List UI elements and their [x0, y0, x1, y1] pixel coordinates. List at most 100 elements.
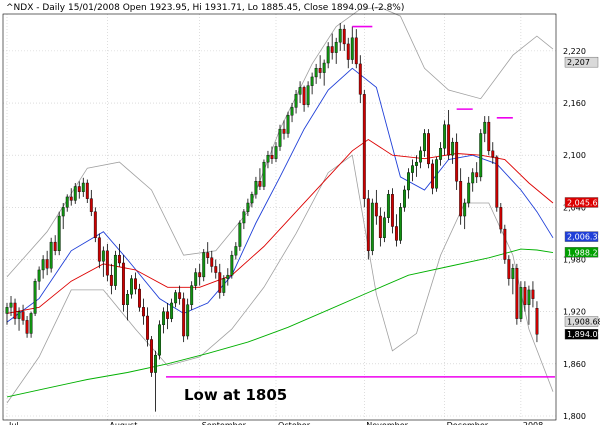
candle-body: [278, 128, 282, 147]
candle-body: [310, 76, 314, 86]
annotation-markers: [166, 25, 555, 378]
candle-body: [531, 289, 535, 299]
candle-body: [121, 262, 125, 305]
candle-body: [13, 302, 17, 319]
candle-body: [479, 133, 483, 178]
candle-body: [214, 266, 218, 273]
candle-body: [21, 311, 25, 321]
y-tick-label: 1,980: [563, 256, 586, 265]
candle-body: [97, 237, 101, 262]
candle-body: [298, 87, 302, 95]
candle-body: [81, 182, 85, 192]
candle-body: [274, 146, 278, 159]
candle-body: [411, 165, 414, 173]
y-tick-label: 2,160: [563, 99, 586, 108]
candle-body: [455, 141, 459, 182]
candle-body: [130, 278, 133, 295]
candle-body: [254, 181, 258, 195]
x-month-label: 2008: [523, 421, 543, 425]
candle-body: [125, 294, 129, 305]
candle-body: [77, 186, 81, 192]
value-badge-label: 2,207: [567, 58, 590, 67]
x-month-label: November: [366, 421, 408, 425]
candle-body: [342, 28, 346, 45]
candle-body: [334, 41, 338, 53]
value-badge-label: 2,045.63: [567, 198, 600, 207]
candle-body: [354, 37, 358, 65]
candle-body: [33, 281, 37, 314]
candle-body: [503, 228, 507, 260]
candle-body: [89, 198, 93, 212]
candle-body: [487, 121, 491, 152]
candle-body: [222, 278, 226, 293]
candle-body: [198, 272, 202, 278]
candle-body: [146, 315, 149, 340]
candlesticks: [5, 23, 539, 412]
candle-body: [206, 252, 210, 258]
candle-body: [511, 268, 515, 279]
value-badge: [564, 329, 599, 340]
candle-body: [370, 202, 374, 252]
candle-body: [170, 302, 174, 319]
candle-body: [53, 241, 57, 252]
candle-body: [178, 292, 182, 299]
candle-body: [117, 254, 121, 264]
grid-layer: [3, 14, 556, 420]
candle-body: [527, 289, 531, 305]
candle-body: [57, 215, 61, 252]
candle-body: [258, 181, 262, 187]
candle-body: [49, 241, 53, 269]
y-tick-label: 2,040: [563, 203, 586, 212]
candle-body: [266, 154, 270, 163]
upper-band-line: [6, 6, 554, 278]
candle-body: [158, 324, 162, 356]
candle-body: [242, 211, 246, 224]
candle-body: [17, 311, 21, 319]
value-badge: [564, 247, 599, 258]
candle-body: [290, 107, 294, 116]
candle-body: [61, 207, 65, 217]
candle-body: [154, 354, 157, 373]
candle-body: [93, 211, 97, 238]
value-badge-label: 2,006.36: [567, 233, 600, 242]
candle-body: [45, 259, 49, 269]
low-annotation-label: Low at 1805: [184, 386, 287, 404]
candle-body: [282, 128, 286, 134]
candle-body: [186, 304, 190, 337]
candle-body: [394, 226, 398, 241]
candle-body: [314, 68, 318, 78]
value-badge-label: 1,908.68: [567, 318, 600, 327]
candle-body: [415, 161, 418, 166]
candle-body: [330, 46, 334, 53]
candle-body: [443, 124, 447, 149]
candle-body: [475, 172, 479, 178]
candle-body: [427, 133, 430, 165]
candle-body: [491, 150, 495, 158]
candle-body: [250, 194, 254, 204]
candle-body: [230, 254, 234, 276]
candle-body: [374, 202, 378, 217]
candle-body: [398, 207, 402, 241]
candle-body: [182, 298, 186, 337]
candle-body: [471, 172, 475, 184]
candle-body: [439, 148, 443, 160]
candle-body: [451, 141, 455, 156]
value-badge-label: 1,894.09: [567, 330, 600, 339]
candle-body: [447, 124, 451, 156]
value-badge: [564, 316, 599, 327]
candle-body: [419, 150, 422, 163]
value-badge: [564, 197, 599, 208]
candle-body: [326, 46, 330, 64]
x-month-label: Jul: [8, 421, 19, 425]
candle-body: [109, 274, 113, 286]
candle-body: [431, 163, 435, 189]
x-month-label: September: [202, 421, 247, 425]
candle-body: [105, 250, 109, 276]
y-tick-label: 1,800: [563, 412, 586, 421]
candle-body: [499, 207, 503, 230]
value-badge: [564, 231, 599, 242]
value-badge: [564, 56, 599, 68]
candle-body: [150, 339, 153, 373]
candle-body: [142, 307, 145, 317]
